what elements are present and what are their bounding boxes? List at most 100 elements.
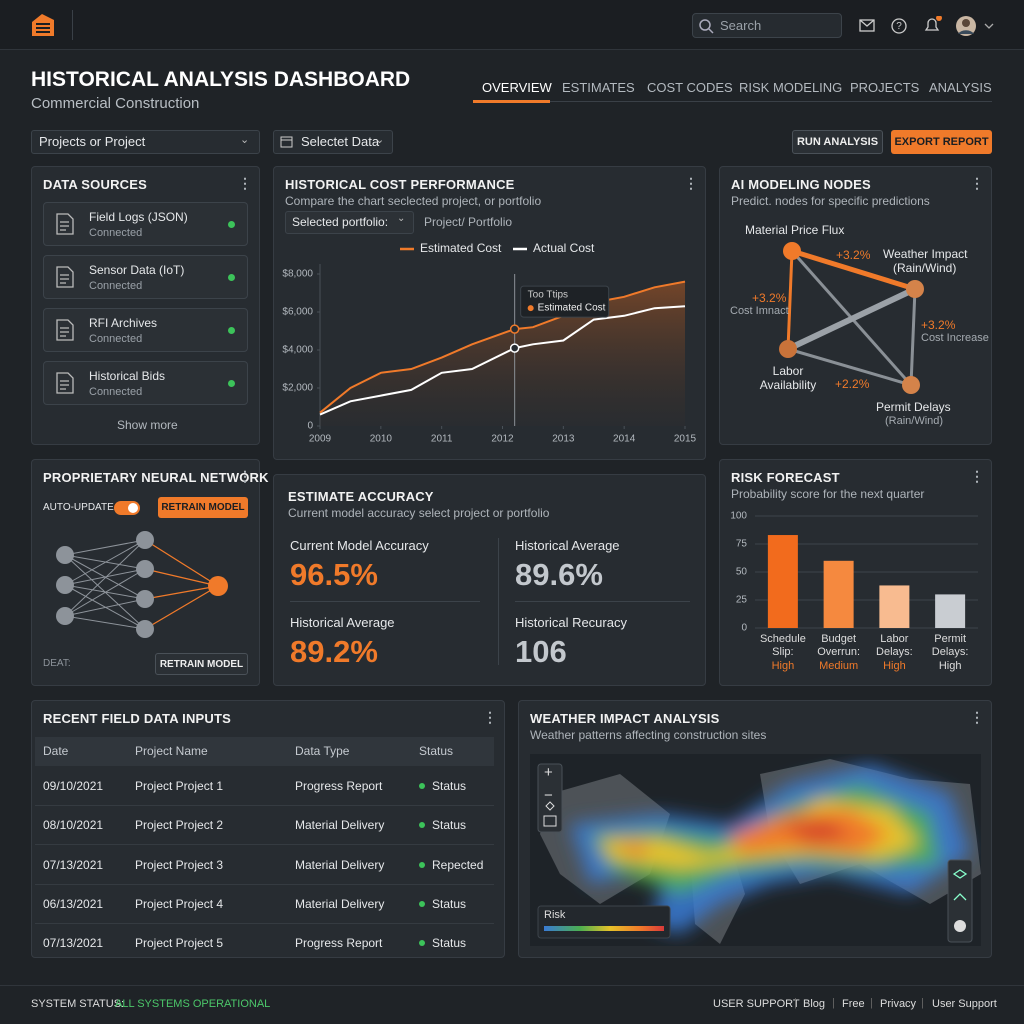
zoom-out[interactable]: − bbox=[544, 787, 553, 804]
metric-label: Historical Recuracy bbox=[515, 615, 627, 630]
edge-note: Cost Imnact bbox=[730, 305, 789, 317]
tab-rule bbox=[473, 101, 992, 102]
source-icon bbox=[56, 213, 74, 235]
legend-label: Actual Cost bbox=[533, 241, 595, 255]
weather-map bbox=[530, 754, 981, 946]
edge-label: +3.2% bbox=[921, 318, 956, 332]
menu[interactable]: ⋮ bbox=[483, 709, 497, 725]
table-cell: 08/10/2021 bbox=[43, 818, 104, 833]
panel-subtitle: Predict. nodes for specific predictions bbox=[731, 194, 930, 208]
tab[interactable]: ANALYSIS bbox=[929, 80, 992, 95]
tab[interactable]: OVERVIEW bbox=[482, 80, 552, 95]
row-divider bbox=[35, 922, 494, 924]
hover-point bbox=[509, 324, 520, 334]
divider bbox=[290, 601, 480, 602]
status-dot bbox=[228, 380, 235, 387]
risk-level: Medium bbox=[819, 660, 859, 672]
panel-subtitle: Weather patterns affecting construction … bbox=[530, 728, 767, 742]
source-item[interactable] bbox=[43, 361, 248, 405]
dropdown-label: Selected portfolio: bbox=[292, 215, 389, 229]
status-dot bbox=[419, 783, 425, 789]
source-status: Connected bbox=[89, 333, 143, 345]
table-cell: Status bbox=[432, 818, 467, 833]
node-graph bbox=[779, 242, 924, 394]
x-tick-label: 2014 bbox=[613, 434, 636, 445]
menu[interactable]: ⋮ bbox=[970, 709, 984, 725]
tab[interactable]: PROJECTS bbox=[850, 80, 920, 95]
node-label: Permit Delays bbox=[876, 400, 951, 414]
menu[interactable]: ⋮ bbox=[684, 175, 698, 191]
line-chart: 0 $2,000 $4,000 $6,000 $8,000 2009 2010 2011 201… bbox=[282, 241, 696, 445]
row-divider bbox=[35, 883, 494, 885]
page-title: HISTORICAL ANALYSIS DASHBOARD bbox=[31, 68, 411, 91]
footer-link[interactable]: Blog bbox=[803, 998, 826, 1010]
status-dot bbox=[419, 940, 425, 947]
tab[interactable]: RISK MODELING bbox=[739, 80, 843, 95]
export-button[interactable]: EXPORT REPORT bbox=[891, 130, 992, 154]
x-tick-label: Budget Overrun: bbox=[817, 633, 861, 658]
table-cell: Repected bbox=[432, 857, 484, 872]
search-icon bbox=[699, 19, 714, 34]
source-item[interactable] bbox=[43, 308, 248, 352]
panel-subtitle: Compare the chart seclected project, or … bbox=[285, 194, 542, 208]
legend-label: Risk bbox=[544, 909, 566, 921]
bar-chart: 0 25 50 75 100 bbox=[730, 511, 978, 634]
divider bbox=[515, 601, 690, 602]
footer-link[interactable]: Free bbox=[842, 998, 865, 1010]
source-status: Connected bbox=[89, 386, 143, 398]
tooltip-dot bbox=[527, 305, 534, 312]
calendar-icon bbox=[280, 136, 293, 148]
project-dropdown[interactable] bbox=[31, 130, 260, 154]
edge-label: +2.2% bbox=[835, 377, 870, 391]
run-button[interactable]: RUN ANALYSIS bbox=[792, 130, 883, 154]
footer-link[interactable]: User Support bbox=[932, 998, 997, 1010]
source-item[interactable] bbox=[43, 255, 248, 299]
risk-level: High bbox=[883, 660, 906, 672]
metric-label: Current Model Accuracy bbox=[290, 538, 429, 553]
bar bbox=[935, 594, 966, 628]
x-tick-label: 2012 bbox=[491, 434, 514, 445]
show-more[interactable]: Show more bbox=[117, 418, 178, 432]
risk-level: High bbox=[771, 660, 795, 672]
tab-indicator bbox=[473, 100, 550, 103]
chevron: ⌄ bbox=[240, 134, 250, 146]
menu[interactable]: ⋮ bbox=[970, 468, 984, 484]
table-cell: Project Project 4 bbox=[135, 896, 224, 911]
icon-shape bbox=[56, 213, 74, 235]
dropdown-label: Projects or Project bbox=[39, 134, 146, 149]
column-header: Data Type bbox=[295, 744, 350, 758]
menu[interactable]: ⋮ bbox=[238, 175, 252, 191]
source-status: Connected bbox=[89, 227, 143, 239]
separator: | bbox=[921, 997, 924, 1009]
source-item[interactable] bbox=[43, 202, 248, 246]
menu[interactable]: ⋮ bbox=[970, 175, 984, 191]
portfolio-dropdown[interactable] bbox=[285, 211, 414, 234]
data-dropdown[interactable] bbox=[273, 130, 393, 154]
source-status: Connected bbox=[89, 280, 143, 292]
x-tick-label: 2013 bbox=[552, 434, 575, 445]
table-cell: Material Delivery bbox=[295, 818, 385, 833]
node-label: Weather Impact bbox=[883, 247, 968, 261]
zoom-in[interactable]: + bbox=[544, 764, 553, 781]
footer-rule bbox=[0, 985, 1024, 986]
x-tick-label: 2011 bbox=[431, 434, 453, 445]
table-cell: Status bbox=[432, 896, 467, 911]
column-header: Project Name bbox=[135, 744, 208, 758]
tab[interactable]: COST CODES bbox=[647, 80, 733, 95]
retrain-button[interactable]: RETRAIN MODEL bbox=[155, 653, 248, 675]
footer-link[interactable]: USER SUPPORT bbox=[713, 998, 800, 1010]
node-label: Material Price Flux bbox=[745, 223, 845, 237]
table-cell: Project Project 1 bbox=[135, 779, 224, 793]
toggle[interactable] bbox=[114, 501, 140, 515]
header-icons: ? bbox=[859, 16, 994, 36]
search-box[interactable] bbox=[692, 13, 842, 38]
x-tick-label: Labor Delays: bbox=[876, 633, 913, 658]
bar bbox=[823, 560, 854, 628]
tab[interactable]: ESTIMATES bbox=[562, 80, 635, 95]
column-header: Status bbox=[419, 744, 454, 758]
footer-link[interactable]: Privacy bbox=[880, 998, 917, 1010]
status-dot bbox=[228, 221, 235, 228]
menu[interactable]: ⋮ bbox=[238, 468, 252, 484]
retrain-button[interactable]: RETRAIN MODEL bbox=[158, 497, 248, 518]
